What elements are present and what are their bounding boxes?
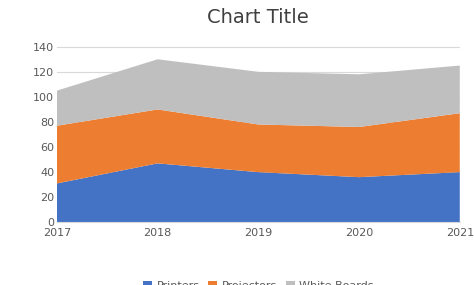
Legend: Printers, Projectors, White Boards: Printers, Projectors, White Boards — [143, 280, 374, 285]
Title: Chart Title: Chart Title — [208, 8, 309, 27]
